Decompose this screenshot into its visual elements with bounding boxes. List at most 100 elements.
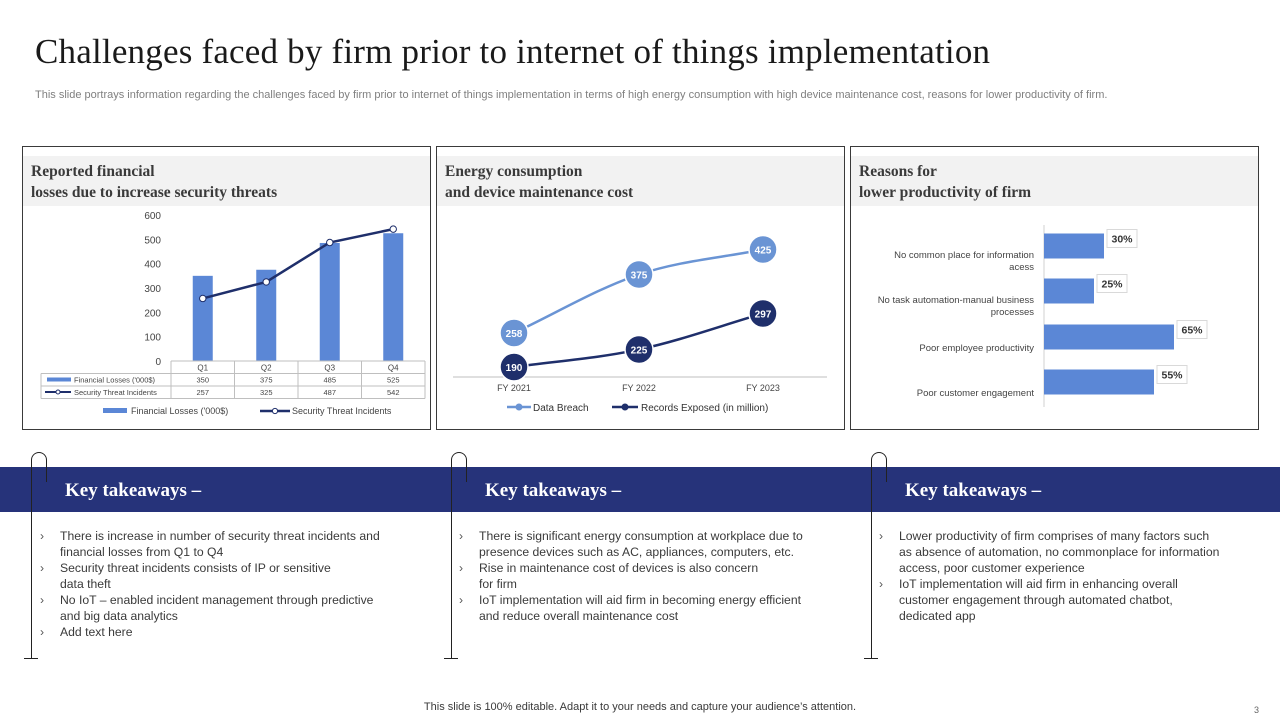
panel-title-line2: and device maintenance cost xyxy=(445,184,634,201)
takeaway-item: IoT implementation will aid firm in beco… xyxy=(459,592,849,624)
x-tick-label: FY 2021 xyxy=(497,383,531,393)
category-label: Q4 xyxy=(388,364,399,373)
takeaway-item: Add text here xyxy=(40,624,430,640)
line-marker xyxy=(326,238,334,247)
bar xyxy=(319,242,340,361)
bar xyxy=(383,233,404,361)
table-cell: 542 xyxy=(387,388,400,397)
data-marker xyxy=(624,259,654,290)
bar xyxy=(256,269,277,361)
table-cell: 525 xyxy=(387,376,400,385)
table-cell: 257 xyxy=(196,388,209,397)
hook-decoration xyxy=(451,452,467,482)
table-row-label: Financial Losses ('000$) xyxy=(74,376,156,385)
bar xyxy=(1044,324,1174,350)
energy-consumption-panel: Energy consumption and device maintenanc… xyxy=(436,146,845,430)
data-marker xyxy=(624,334,654,365)
panel-title-line1: Reasons for xyxy=(859,163,937,180)
takeaway-item: Rise in maintenance cost of devices is a… xyxy=(459,560,849,592)
legend-marker xyxy=(271,407,279,415)
table-cell: 375 xyxy=(260,376,273,385)
takeaway-item: Security threat incidents consists of IP… xyxy=(40,560,430,592)
panel-title-line1: Reported financial xyxy=(31,163,155,180)
takeaways-list-1: There is increase in number of security … xyxy=(40,528,430,640)
page-number: 3 xyxy=(1254,705,1260,715)
footer-note: This slide is 100% editable. Adapt it to… xyxy=(423,701,857,713)
value-label: 65% xyxy=(1181,325,1203,337)
legend-label: Financial Losses ('000$) xyxy=(131,406,228,416)
bar xyxy=(1044,369,1154,395)
legend-marker xyxy=(621,403,629,411)
divider-line xyxy=(451,482,452,658)
data-label: 375 xyxy=(631,271,648,282)
category-label: Q1 xyxy=(197,364,208,373)
energy-consumption-chart: FY 2021 FY 2022 FY 2023 258 375 425 190 225 297 D… xyxy=(453,234,827,414)
table-cell: 325 xyxy=(260,388,273,397)
divider-line xyxy=(31,482,32,658)
bar xyxy=(192,275,213,361)
value-label: 25% xyxy=(1101,279,1123,291)
takeaway-item: IoT implementation will aid firm in enha… xyxy=(879,576,1259,624)
takeaways-list-2: There is significant energy consumption … xyxy=(459,528,849,624)
category-label: No task automation-manual business xyxy=(878,295,1035,306)
hook-decoration xyxy=(31,452,47,482)
y-tick-label: 200 xyxy=(144,308,161,319)
y-tick-label: 0 xyxy=(155,357,161,368)
table-legend-key xyxy=(47,377,71,382)
data-label: 297 xyxy=(755,310,772,321)
value-callout xyxy=(1096,274,1128,293)
data-label: 425 xyxy=(755,246,772,257)
line-marker xyxy=(199,294,207,303)
table-legend-marker xyxy=(55,389,61,395)
value-callout xyxy=(1176,320,1208,339)
divider-foot xyxy=(864,658,878,659)
y-tick-label: 500 xyxy=(144,235,161,246)
data-marker xyxy=(499,318,529,348)
panel-title: Energy consumption and device maintenanc… xyxy=(437,156,844,206)
divider-line xyxy=(871,482,872,658)
takeaways-band xyxy=(0,467,1280,512)
y-tick-label: 600 xyxy=(144,211,161,222)
y-tick-label: 400 xyxy=(144,260,161,271)
takeaway-item: There is increase in number of security … xyxy=(40,528,430,560)
bar xyxy=(1044,278,1094,304)
legend-label: Security Threat Incidents xyxy=(292,406,392,416)
y-tick-label: 100 xyxy=(144,333,161,344)
value-callout xyxy=(1106,229,1138,248)
data-marker xyxy=(748,298,778,329)
hook-decoration xyxy=(871,452,887,482)
divider-foot xyxy=(444,658,458,659)
productivity-panel: Reasons for lower productivity of firm 3… xyxy=(850,146,1259,430)
takeaways-list-3: Lower productivity of firm comprises of … xyxy=(879,528,1259,624)
category-label: Q3 xyxy=(324,364,335,373)
data-label: 258 xyxy=(506,329,523,340)
table-cell: 350 xyxy=(196,376,209,385)
panel-title-line2: lower productivity of firm xyxy=(859,184,1032,201)
slide-title: Challenges faced by firm prior to intern… xyxy=(35,32,991,71)
category-label: Poor customer engagement xyxy=(917,388,1035,399)
data-label: 190 xyxy=(506,363,523,374)
x-tick-label: FY 2022 xyxy=(622,383,656,393)
data-marker xyxy=(499,352,529,382)
panel-title-line2: losses due to increase security threats xyxy=(31,184,278,201)
divider-foot xyxy=(24,658,38,659)
legend-swatch xyxy=(103,408,127,413)
financial-losses-panel: Reported financial losses due to increas… xyxy=(22,146,431,430)
takeaway-item: No IoT – enabled incident management thr… xyxy=(40,592,430,624)
panel-title-line1: Energy consumption xyxy=(445,163,583,180)
value-label: 30% xyxy=(1111,234,1133,246)
y-tick-label: 300 xyxy=(144,284,161,295)
table-row-label: Security Threat Incidents xyxy=(74,388,157,397)
category-label: processes xyxy=(991,307,1035,318)
category-label: acess xyxy=(1009,262,1034,273)
financial-losses-chart: 600 500 400 300 200 100 0 Q1 Q2 Q3 Q4 Financial Los… xyxy=(40,211,426,416)
category-label: Q2 xyxy=(261,364,272,373)
takeaway-item: There is significant energy consumption … xyxy=(459,528,849,560)
category-label: No common place for information xyxy=(894,250,1034,261)
line-series xyxy=(202,227,394,300)
data-marker xyxy=(748,234,778,265)
bar xyxy=(1044,233,1104,259)
table-cell: 485 xyxy=(323,376,336,385)
key-takeaways-heading: Key takeaways – xyxy=(65,480,202,501)
